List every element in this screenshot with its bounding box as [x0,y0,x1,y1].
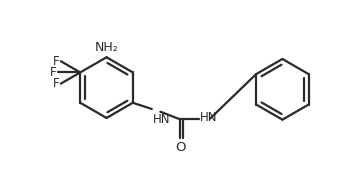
Text: F: F [49,66,56,79]
Text: F: F [53,77,59,90]
Text: O: O [175,141,185,154]
Text: HN: HN [200,112,218,124]
Text: HN: HN [153,113,170,126]
Text: F: F [53,55,59,68]
Text: NH₂: NH₂ [95,42,118,54]
